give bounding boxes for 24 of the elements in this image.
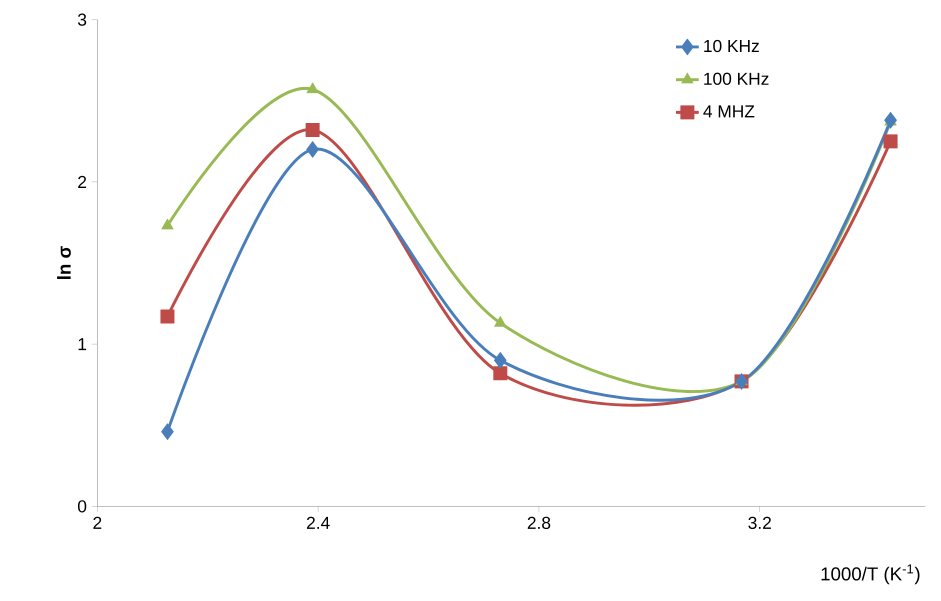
legend-label: 4 MHZ (703, 105, 754, 118)
legend-label: 100 KHz (704, 72, 768, 85)
y-tick-label: 1 (78, 338, 86, 350)
point (494, 316, 506, 327)
x-tick-label: 2.4 (306, 516, 330, 529)
y-tick-label: 3 (78, 14, 86, 26)
y-axis-title: ln σ (57, 246, 71, 279)
point (884, 112, 897, 129)
x-tick-label: 3.2 (748, 516, 771, 530)
point (161, 423, 174, 440)
point (493, 366, 508, 380)
y-tick-label: 2 (78, 176, 86, 188)
point (306, 122, 320, 137)
x-axis-title: 1000/T (K$^{-1}$) (822, 564, 920, 584)
point (494, 352, 507, 369)
x-tick-label: 2 (93, 516, 102, 529)
x-tick-label: 2.8 (528, 516, 550, 530)
point (161, 218, 174, 230)
point (884, 134, 898, 148)
legend-label: 10 KHz (704, 40, 759, 52)
point (306, 82, 319, 94)
point (306, 141, 319, 158)
y-tick-label: 0 (78, 500, 86, 512)
point (160, 310, 174, 324)
